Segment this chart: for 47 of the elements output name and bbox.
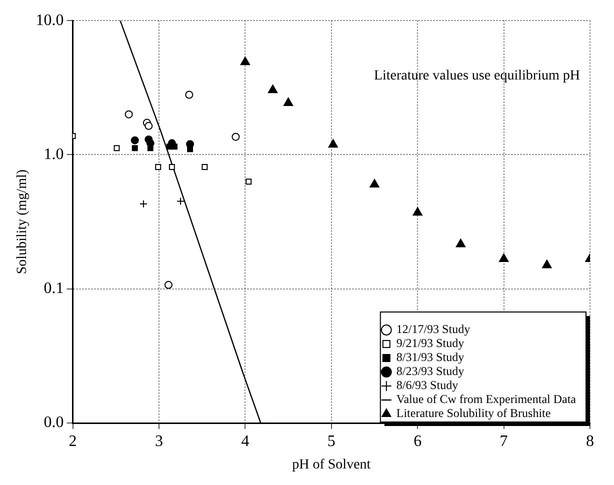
- point: [202, 164, 208, 170]
- point: [542, 260, 552, 268]
- x-tick-label: 6: [414, 432, 422, 450]
- x-axis-title: pH of Solvent: [292, 457, 371, 472]
- y-axis-title: Solubility (mg/ml): [15, 169, 30, 274]
- point: [187, 146, 194, 152]
- point: [456, 238, 466, 248]
- point: [498, 253, 509, 262]
- x-tick-label: 3: [155, 432, 163, 450]
- point: [168, 164, 175, 170]
- point: [283, 98, 294, 106]
- point: [370, 178, 380, 188]
- y-tick-label: 0.1: [44, 280, 64, 298]
- x-tick-label: 8: [586, 432, 594, 450]
- legend-label: 9/21/93 Study: [396, 336, 464, 350]
- point: [328, 139, 338, 148]
- x-tick-label: 7: [500, 432, 508, 450]
- point: [164, 280, 172, 289]
- legend-label: 12/17/93 Study: [396, 322, 470, 336]
- point: [412, 207, 422, 216]
- point: [130, 136, 139, 144]
- legend-label: Value of Cw from Experimental Data: [396, 392, 577, 406]
- point: [139, 200, 148, 208]
- point: [132, 145, 138, 152]
- point: [240, 56, 250, 66]
- point: [147, 145, 154, 152]
- y-tick-label: 1.0: [44, 146, 64, 163]
- point: [155, 164, 162, 170]
- point: [232, 132, 240, 141]
- point: [144, 122, 153, 130]
- legend-label: Literature Solubility of Brushite: [396, 406, 551, 420]
- legend-label: 8/6/93 Study: [396, 378, 458, 392]
- point: [268, 84, 278, 94]
- y-tick-label: 10.0: [36, 12, 64, 29]
- point: [185, 90, 194, 99]
- legend-label: 8/23/93 Study: [396, 364, 464, 378]
- point: [114, 145, 120, 152]
- point: [124, 110, 133, 118]
- annotation: Literature values use equilibrium pH: [374, 68, 580, 84]
- point: [176, 197, 185, 206]
- legend-label: 8/31/93 Study: [396, 350, 464, 364]
- x-tick-label: 2: [68, 432, 77, 450]
- point: [246, 178, 252, 185]
- x-tick-label: 5: [327, 432, 336, 450]
- x-tick-label: 4: [241, 432, 250, 450]
- y-tick-label: 0.0: [44, 414, 64, 432]
- point: [172, 144, 178, 150]
